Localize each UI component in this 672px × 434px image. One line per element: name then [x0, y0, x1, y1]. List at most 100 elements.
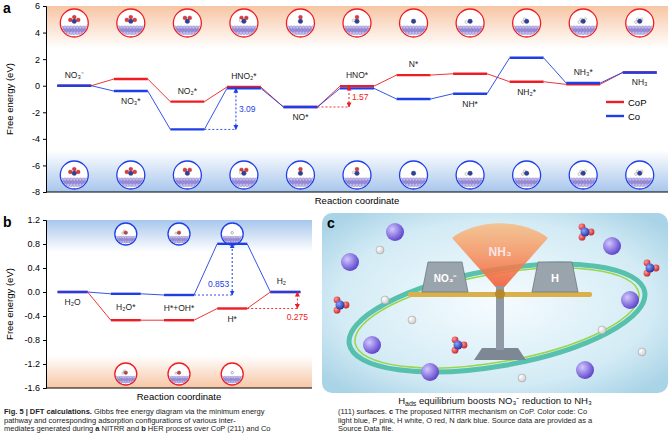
energy-level — [57, 85, 91, 87]
slab-atom — [221, 381, 224, 384]
icon-frame — [168, 363, 190, 385]
slab-atom — [195, 183, 198, 186]
slab-atom — [129, 241, 132, 244]
slab-atom — [70, 183, 73, 186]
adsorption-icon — [396, 161, 432, 189]
slab-atom — [231, 381, 234, 384]
y-axis-title: Free energy (eV) — [4, 268, 15, 340]
category-label: N* — [409, 59, 419, 69]
oxygen-atom — [298, 167, 302, 171]
slab-atom — [192, 31, 195, 34]
adsorption-icon — [510, 9, 546, 37]
adsorption-icon — [112, 223, 140, 245]
slab-atom — [293, 31, 296, 34]
slab-atom — [115, 381, 118, 384]
energy-level — [164, 319, 194, 321]
adsorption-icon — [166, 223, 194, 245]
slab-atom — [114, 31, 117, 34]
slab-atom — [170, 178, 173, 181]
slab-atom — [314, 26, 317, 29]
slab-atom — [575, 183, 578, 186]
slab-atom — [540, 31, 543, 34]
co-atom — [576, 361, 594, 379]
slab-atom — [86, 29, 89, 32]
slab-atom — [311, 183, 314, 186]
slab-atom — [173, 183, 176, 186]
slab-atom — [239, 31, 242, 34]
energy-level — [283, 106, 317, 108]
slab-atom — [85, 183, 88, 186]
slab-atom — [132, 183, 135, 186]
x-axis-line — [46, 388, 312, 389]
icon-frame — [569, 161, 597, 189]
energy-level — [510, 57, 544, 59]
gap-arrow — [235, 88, 236, 129]
co-atom — [421, 363, 439, 381]
y-tick-label: -2 — [32, 108, 40, 118]
slab-atom — [409, 183, 412, 186]
connector — [148, 79, 171, 102]
slab-atom — [371, 183, 374, 186]
slab-atom — [568, 181, 571, 184]
slab-atom — [371, 31, 374, 34]
gap-annotation: 3.09 — [204, 88, 255, 129]
energy-level — [566, 83, 600, 85]
y-tick-label: 1.2 — [27, 215, 40, 225]
slab-atom — [138, 31, 141, 34]
slab-atom — [626, 183, 629, 186]
hydrogen-atom — [376, 246, 384, 254]
gap-annotation: 0.275 — [247, 292, 308, 322]
slab-atom — [650, 31, 653, 34]
slab-atom — [355, 31, 358, 34]
slab-atom — [597, 178, 600, 181]
slab-atom — [175, 381, 178, 384]
slab-atom — [201, 183, 204, 186]
slab-atom — [170, 31, 173, 34]
y-tick-label: -6 — [32, 161, 40, 171]
panel-c-title-part: equilibrium boosts NO₃⁻ reduction to NH₃ — [416, 395, 592, 406]
energy-level — [170, 100, 204, 102]
hydrogen-atom — [465, 21, 468, 24]
slab-atom — [340, 31, 343, 34]
slab-atom — [341, 181, 344, 184]
series — [58, 244, 301, 295]
y-tick: 6 — [35, 1, 46, 11]
slab-atom — [594, 183, 597, 186]
co-atom — [363, 336, 381, 354]
connector — [91, 86, 114, 91]
y-axis-title: Free energy (eV) — [4, 63, 15, 135]
caption-line: mediates generated during a NITRR and b … — [4, 424, 271, 433]
slab-atom — [482, 181, 485, 184]
gap-arrow — [349, 86, 350, 107]
slab-atom — [429, 181, 432, 184]
connector — [374, 75, 397, 86]
connector — [600, 72, 623, 83]
category-label: H₂O — [65, 297, 81, 307]
slab-atom — [534, 183, 537, 186]
slab-atom — [82, 31, 85, 34]
slab-atom — [418, 183, 421, 186]
slab-atom — [227, 31, 230, 34]
slab-atom — [172, 29, 175, 32]
icon-frame — [286, 9, 314, 37]
slab-atom — [228, 181, 231, 184]
slab-atom — [655, 29, 658, 32]
slab-atom — [245, 31, 248, 34]
slab-atom — [187, 381, 190, 384]
slab-atom — [623, 183, 626, 186]
slab-atom — [352, 183, 355, 186]
category-label: NO₃* — [121, 96, 141, 106]
slab-atom — [365, 183, 368, 186]
category-label: NH₃* — [574, 67, 594, 77]
connector — [544, 58, 567, 83]
icon-content — [623, 18, 659, 35]
slab-atom — [361, 31, 364, 34]
y-tick: -1.2 — [24, 359, 46, 369]
adsorption-icons — [112, 223, 246, 385]
slab-atom — [57, 183, 60, 186]
y-tick-label: 0.4 — [27, 263, 40, 273]
slab-atom — [652, 29, 655, 32]
oxygen-atom — [72, 167, 76, 171]
y-tick-mark — [43, 86, 46, 87]
icon-content — [510, 18, 546, 35]
